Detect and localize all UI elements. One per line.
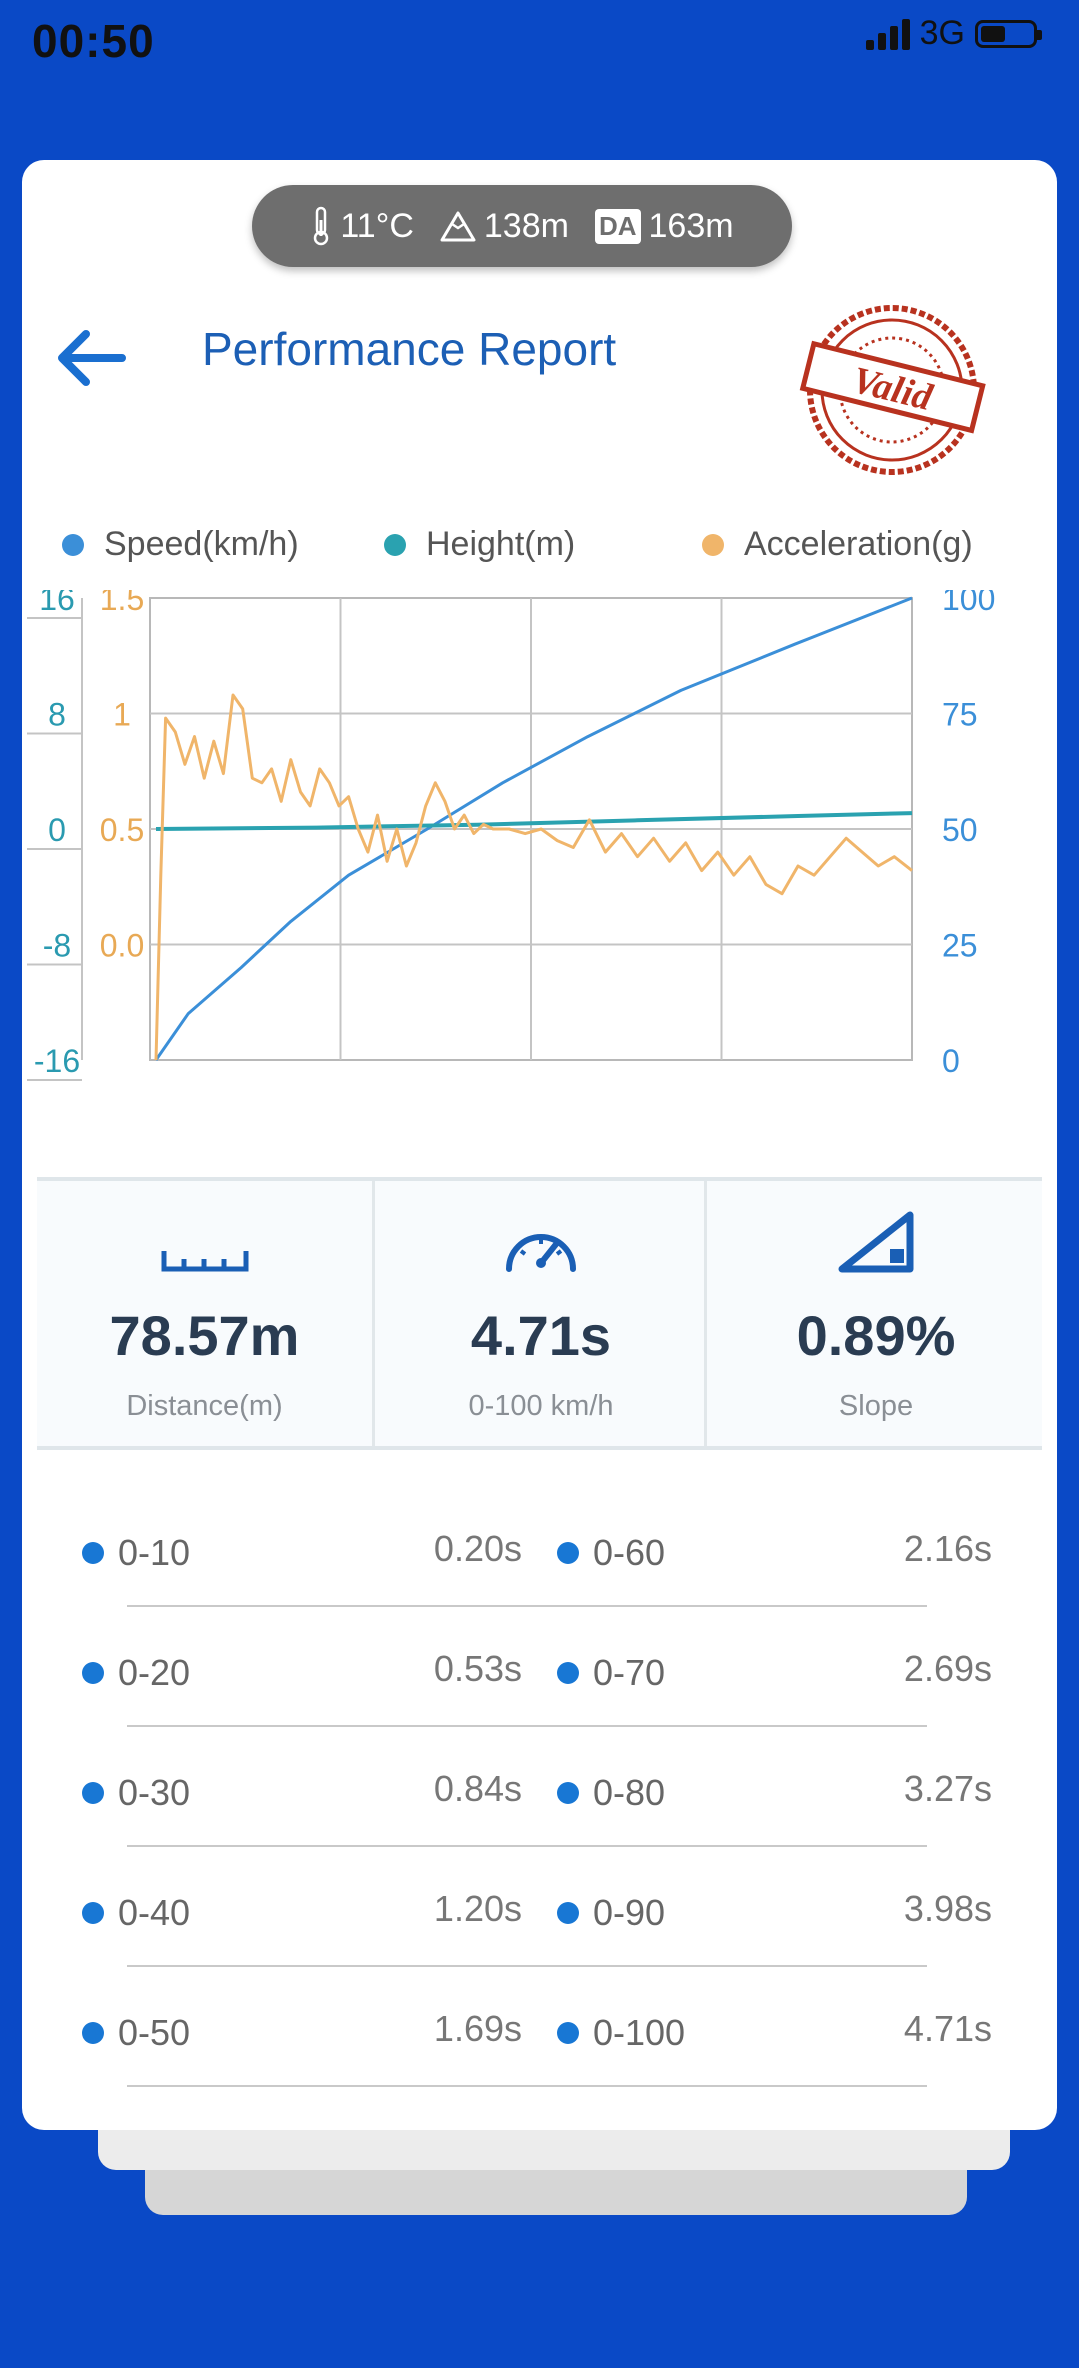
split-row: 0-10 0.20s 0-60 2.16s [22,1500,1057,1620]
split-label: 0-60 [593,1532,666,1573]
split-time: 3.98s [903,1888,992,1929]
density-altitude-value: 163m [648,206,734,245]
speedometer-icon [506,1234,576,1272]
split-label: 0-20 [118,1652,191,1693]
time-label: 0-100 km/h [468,1390,614,1422]
speed-tick-label: 0 [942,1043,960,1079]
bullet-icon [82,1662,104,1684]
status-bar: 00:50 3G [0,0,1079,80]
speed-tick-label: 25 [942,928,978,964]
acceleration-tick-label: 1.5 [100,590,144,617]
split-label: 0-30 [118,1772,191,1813]
altitude-value: 138m [483,206,569,245]
network-type: 3G [919,14,965,52]
split-times-list: 0-10 0.20s 0-60 2.16s 0-20 0.53s 0-70 2.… [22,1500,1057,2100]
slope-icon [838,1211,914,1273]
thermometer-icon [314,206,329,246]
split-row: 0-40 1.20s 0-90 3.98s [22,1860,1057,1980]
height-tick-label: 0 [48,812,66,848]
signal-icon [865,18,910,50]
ruler-icon [161,1251,248,1272]
page-title: Performance Report [202,323,617,375]
status-icons: 3G [865,14,1042,53]
split-row: 0-50 1.69s 0-100 4.71s [22,1980,1057,2100]
series-height-line [155,811,913,831]
legend-speed: Speed(km/h) [62,525,299,564]
status-time: 00:50 [32,15,155,67]
temperature-item: 11°C [310,206,414,246]
bullet-icon [82,1542,104,1564]
legend-speed-label: Speed(km/h) [104,525,299,563]
acceleration-tick-label: 1 [113,697,131,733]
bullet-icon [557,1902,579,1924]
slope-value: 0.89% [796,1304,956,1367]
split-time: 1.69s [433,2008,522,2049]
valid-stamp: Valid [799,305,986,475]
distance-label: Distance(m) [126,1390,283,1422]
legend-height: Height(m) [384,525,575,564]
divider [37,1446,1042,1450]
bullet-icon [82,2022,104,2044]
acceleration-tick-label: 0.0 [100,928,144,964]
legend-acceleration: Acceleration(g) [702,525,973,564]
height-tick-label: -16 [34,1043,80,1079]
bullet-icon [557,2022,579,2044]
split-time: 4.71s [903,2008,992,2049]
height-tick-label: 16 [39,590,75,617]
conditions-pill: 11°C 138m DA 163m [252,185,792,267]
speed-tick-label: 75 [942,697,978,733]
time-value: 4.71s [470,1304,612,1367]
battery-icon [975,19,1042,48]
stat-time: 4.71s 0-100 km/h [372,1181,707,1446]
split-time: 0.84s [433,1768,522,1809]
stats-panel: 78.57m Distance(m) 4.71s 0-100 km/h [37,1181,1042,1446]
split-time: 2.16s [903,1528,992,1569]
series-speed-line [154,596,913,1061]
split-time: 0.20s [433,1528,522,1569]
split-time: 0.53s [433,1648,522,1689]
chart-legend: Speed(km/h) Height(m) Acceleration(g) [22,525,1057,575]
speed-tick-label: 50 [942,812,978,848]
mountain-icon [440,211,476,242]
performance-card: 11°C 138m DA 163m Performance Report Val… [22,160,1057,2130]
split-label: 0-80 [593,1772,666,1813]
stat-slope: 0.89% Slope [704,1181,1045,1446]
bullet-icon [557,1782,579,1804]
split-time: 3.27s [903,1768,992,1809]
temperature-value: 11°C [340,206,414,245]
legend-acceleration-label: Acceleration(g) [744,525,973,563]
back-arrow-icon [58,330,126,386]
distance-value: 78.57m [109,1304,300,1367]
split-time: 2.69s [903,1648,992,1689]
stamp-text: Valid [848,359,937,419]
bullet-icon [557,1542,579,1564]
slope-label: Slope [838,1390,914,1422]
density-altitude-item: DA 163m [594,206,734,246]
series-acceleration-line [154,693,913,1061]
acceleration-tick-label: 0.5 [100,812,144,848]
height-tick-label: 8 [48,697,66,733]
split-label: 0-10 [118,1532,191,1573]
speed-tick-label: 100 [942,590,995,617]
legend-height-label: Height(m) [426,525,576,563]
split-row: 0-30 0.84s 0-80 3.27s [22,1740,1057,1860]
stat-distance: 78.57m Distance(m) [37,1181,372,1446]
altitude-item: 138m [440,207,569,246]
split-label: 0-70 [593,1652,666,1693]
split-label: 0-90 [593,1892,666,1933]
height-tick-label: -8 [43,928,71,964]
split-time: 1.20s [433,1888,522,1929]
bullet-icon [82,1902,104,1924]
bullet-icon [82,1782,104,1804]
density-altitude-icon: DA [594,208,641,244]
divider [37,1177,1042,1181]
bullet-icon [557,1662,579,1684]
split-label: 0-50 [118,2012,191,2053]
back-button[interactable] [50,318,130,398]
split-label: 0-40 [118,1892,191,1933]
split-row: 0-20 0.53s 0-70 2.69s [22,1620,1057,1740]
split-label: 0-100 [593,2012,686,2053]
